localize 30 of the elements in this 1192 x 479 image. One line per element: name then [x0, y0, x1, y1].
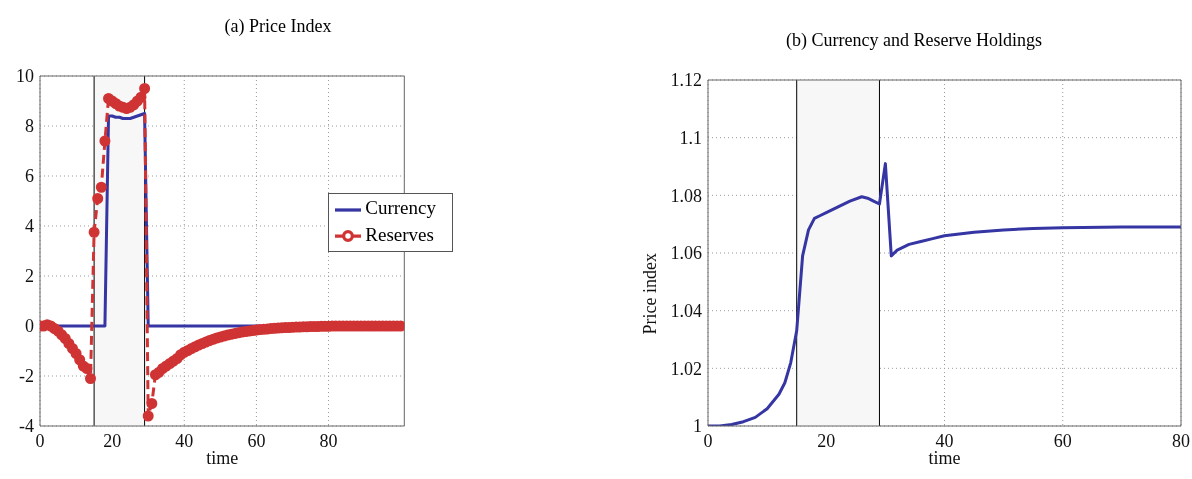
y-tick-label: 0 — [25, 316, 34, 337]
x-tick-label: 40 — [175, 430, 194, 451]
y-tick-label: -2 — [19, 366, 34, 387]
y-tick-label: 8 — [25, 116, 34, 137]
y-tick-label: -4 — [19, 416, 34, 437]
y-tick-label: 1.1 — [679, 128, 702, 149]
x-tick-label: 20 — [103, 430, 122, 451]
legend-label: Currency — [365, 197, 436, 218]
x-tick-label: 60 — [247, 430, 266, 451]
x-tick-label: 80 — [1172, 430, 1190, 451]
y-tick-label: 10 — [16, 66, 34, 87]
x-tick-label: 60 — [1053, 430, 1072, 451]
chart-title: (b) Currency and Reserve Holdings — [785, 30, 1043, 51]
y-tick-label: 4 — [25, 216, 34, 237]
y-tick-label: 6 — [25, 166, 34, 187]
y-tick-label: 1.04 — [670, 301, 702, 322]
y-axis-title: Price index — [640, 253, 661, 335]
x-tick-label: 80 — [319, 430, 338, 451]
legend-label: Reserves — [365, 223, 434, 245]
y-tick-label: 1.08 — [670, 185, 702, 206]
x-axis-title: time — [928, 448, 961, 468]
y-tick-label: 1.02 — [670, 358, 702, 379]
y-tick-label: 1.12 — [670, 70, 702, 91]
y-tick-label: 2 — [25, 266, 34, 287]
x-tick-label: 40 — [935, 430, 954, 451]
chart-title: (a) Price Index — [223, 16, 333, 37]
x-axis-title: time — [206, 448, 239, 468]
y-tick-label: 1 — [693, 416, 702, 437]
y-tick-label: 1.06 — [670, 243, 702, 264]
x-tick-label: 20 — [817, 430, 836, 451]
